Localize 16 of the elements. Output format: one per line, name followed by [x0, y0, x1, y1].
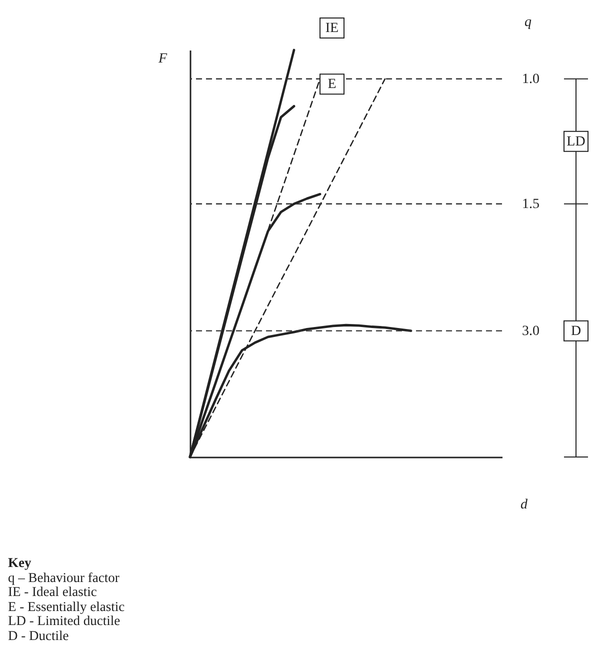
text: 1.5	[522, 196, 540, 212]
text: q	[524, 15, 532, 30]
text: 1.0	[522, 72, 540, 87]
text: E	[328, 77, 336, 92]
text: LD - Limited ductile	[8, 613, 122, 628]
text: 3.0	[522, 324, 540, 339]
x-axis-title: d	[520, 498, 528, 512]
text: D	[570, 324, 582, 339]
text: D - Ductile	[8, 628, 70, 643]
text: IE	[325, 21, 339, 36]
text: q – Behaviour factor	[8, 570, 120, 585]
text: IE - Ideal elastic	[8, 584, 98, 600]
text: E - Essentially elastic	[8, 598, 125, 614]
text: Key	[8, 555, 32, 570]
y-axis-title: F	[158, 52, 168, 66]
text: LD	[566, 134, 586, 150]
